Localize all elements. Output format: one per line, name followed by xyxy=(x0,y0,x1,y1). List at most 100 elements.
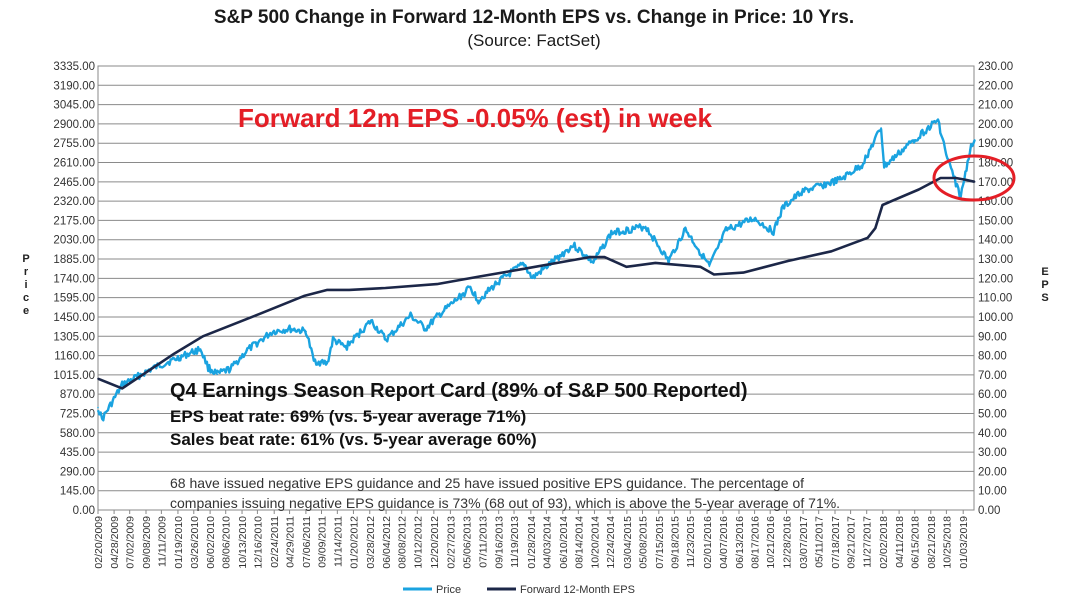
axis-title-char: e xyxy=(23,305,29,317)
legend-eps-label: Forward 12-Month EPS xyxy=(520,584,635,596)
series-layer xyxy=(96,118,976,422)
right-tick-label: 150.00 xyxy=(978,215,1013,227)
price-point xyxy=(344,346,347,349)
eps-point xyxy=(479,275,482,278)
price-point xyxy=(782,207,784,209)
x-tick-label: 05/06/2013 xyxy=(462,516,474,569)
x-tick-label: 09/18/2015 xyxy=(669,516,681,569)
price-point xyxy=(207,366,209,369)
y-axis-right-title: EPS xyxy=(1041,266,1048,304)
eps-point xyxy=(939,177,942,179)
left-tick-label: 0.00 xyxy=(73,505,95,517)
x-tick-label: 12/28/2016 xyxy=(782,516,794,569)
x-tick-label: 04/11/2018 xyxy=(894,516,906,568)
series-eps-line xyxy=(97,176,975,390)
x-tick-label: 09/16/2013 xyxy=(494,516,506,569)
price-point xyxy=(332,338,334,341)
left-tick-label: 145.00 xyxy=(60,486,95,498)
price-point xyxy=(424,328,427,330)
x-tick-label: 02/20/2009 xyxy=(93,516,105,569)
series-price-line xyxy=(96,118,976,422)
price-point xyxy=(305,330,307,333)
eps-point xyxy=(965,179,967,181)
x-tick-label: 12/16/2010 xyxy=(252,516,264,569)
eps-point xyxy=(326,289,329,291)
price-point xyxy=(469,286,472,289)
price-point xyxy=(667,260,670,262)
eps-point xyxy=(654,262,657,264)
price-point xyxy=(436,316,438,318)
legend: Price Forward 12-Month EPS xyxy=(403,584,635,596)
eps-point xyxy=(348,289,351,291)
right-tick-label: 130.00 xyxy=(978,254,1013,266)
right-tick-label: 60.00 xyxy=(978,389,1007,401)
eps-point xyxy=(202,335,204,338)
left-tick-label: 435.00 xyxy=(60,447,95,459)
price-point xyxy=(370,320,372,322)
price-point xyxy=(313,360,315,362)
x-tick-label: 11/14/2011 xyxy=(332,516,344,567)
left-tick-label: 1305.00 xyxy=(53,331,95,343)
eps-point xyxy=(955,177,957,179)
price-point xyxy=(973,139,976,141)
price-point xyxy=(97,406,99,409)
right-tick-label: 230.00 xyxy=(978,61,1013,73)
x-tick-label: 11/11/2009 xyxy=(156,516,168,567)
legend-price-label: Price xyxy=(436,584,461,596)
x-tick-label: 05/11/2017 xyxy=(814,516,826,568)
right-tick-label: 20.00 xyxy=(978,466,1007,478)
left-tick-label: 3045.00 xyxy=(53,100,95,112)
right-tick-label: 170.00 xyxy=(978,177,1013,189)
x-tick-label: 08/06/2010 xyxy=(221,516,233,569)
x-tick-label: 02/02/2018 xyxy=(878,516,890,569)
x-tick-label: 03/26/2010 xyxy=(189,516,201,569)
price-point xyxy=(684,228,687,230)
x-tick-label: 06/15/2018 xyxy=(910,516,922,569)
price-point xyxy=(880,127,882,129)
x-tick-label: 10/20/2014 xyxy=(589,516,601,569)
left-tick-label: 725.00 xyxy=(60,408,95,420)
price-point xyxy=(246,349,249,352)
x-tick-label: 09/21/2017 xyxy=(846,516,858,569)
eps-point xyxy=(881,204,884,206)
left-tick-label: 2755.00 xyxy=(53,138,95,150)
guidance-note-line-1: 68 have issued negative EPS guidance and… xyxy=(170,475,804,491)
price-point xyxy=(477,299,480,302)
price-point xyxy=(199,348,202,350)
x-tick-label: 07/06/2011 xyxy=(301,516,313,568)
x-tick-label: 04/29/2011 xyxy=(285,516,297,568)
left-tick-label: 2175.00 xyxy=(53,215,95,227)
x-tick-label: 09/09/2011 xyxy=(317,516,329,568)
chart-title: S&P 500 Change in Forward 12-Month EPS v… xyxy=(214,7,854,28)
price-point xyxy=(610,232,613,234)
right-tick-label: 220.00 xyxy=(978,80,1013,92)
plot-frame xyxy=(97,65,975,511)
x-tick-label: 02/27/2013 xyxy=(445,516,457,569)
price-point xyxy=(288,328,291,330)
eps-point xyxy=(699,266,702,268)
x-axis-ticks: 02/20/2009 04/28/2009 07/02/2009 09/08/2009… xyxy=(93,510,970,569)
x-tick-label: 08/08/2012 xyxy=(397,516,409,569)
x-tick-label: 04/07/2016 xyxy=(718,516,730,569)
axis-title-char: S xyxy=(1041,292,1048,304)
x-tick-label: 02/01/2016 xyxy=(702,516,714,569)
x-tick-label: 08/14/2014 xyxy=(573,516,585,569)
eps-point xyxy=(625,266,628,268)
x-tick-label: 01/20/2012 xyxy=(348,516,360,569)
right-tick-label: 210.00 xyxy=(978,100,1013,112)
x-tick-label: 08/21/2018 xyxy=(926,516,938,569)
axis-title-char: i xyxy=(24,279,27,291)
x-tick-label: 06/04/2012 xyxy=(381,516,393,569)
x-tick-label: 11/19/2013 xyxy=(509,516,521,568)
price-point xyxy=(326,362,329,365)
eps-point xyxy=(918,188,920,191)
left-tick-label: 1885.00 xyxy=(53,254,95,266)
x-tick-label: 03/07/2017 xyxy=(798,516,810,569)
x-tick-label: 11/23/2015 xyxy=(685,516,697,568)
price-point xyxy=(937,119,939,121)
x-tick-label: 12/24/2014 xyxy=(605,516,617,569)
axis-title-char: E xyxy=(1041,266,1048,278)
price-point xyxy=(725,229,727,232)
x-tick-label: 06/13/2016 xyxy=(734,516,746,569)
eps-point xyxy=(830,250,833,253)
